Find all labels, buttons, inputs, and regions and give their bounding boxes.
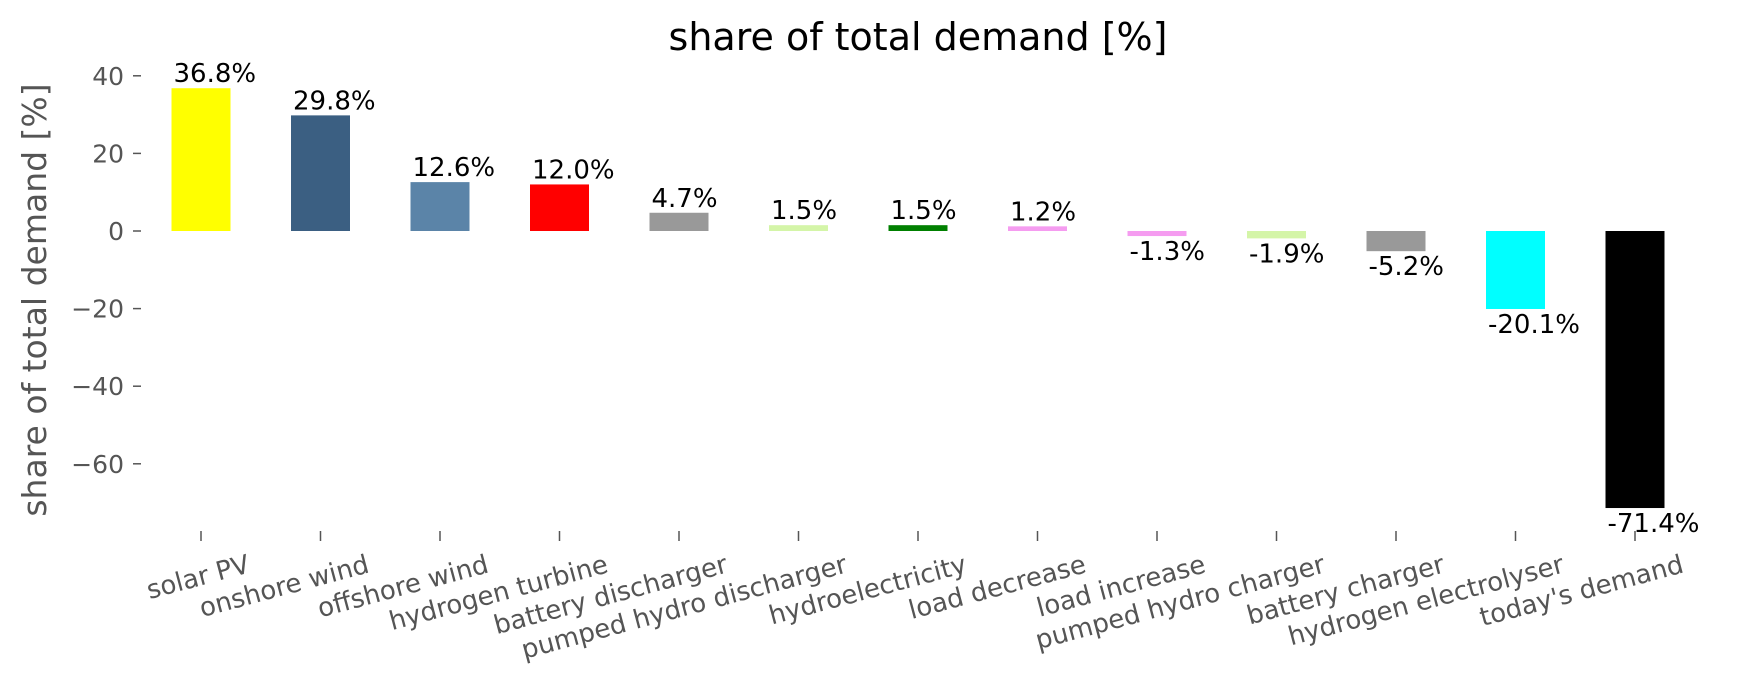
y-tick-label: 40	[92, 62, 124, 91]
data-labels-group: 36.8% 29.8% 12.6% 12.0% 4.7% 1.5% 1.5% 1.2% -1.3…	[174, 59, 1700, 539]
y-tick-label: −40	[71, 372, 124, 401]
bar-today-s-demand	[1605, 231, 1665, 509]
data-label: -1.3%	[1130, 237, 1205, 267]
y-tick-label: 0	[108, 217, 124, 246]
data-label: 12.6%	[413, 153, 496, 183]
data-label: 1.5%	[891, 196, 957, 226]
data-label: -71.4%	[1608, 509, 1700, 539]
bar-battery-discharger	[649, 212, 709, 231]
bar-onshore-wind	[291, 115, 350, 231]
bar-solar-pv	[171, 88, 231, 231]
bar-hydroelectricity	[888, 225, 948, 231]
bar-load-increase	[1127, 231, 1187, 237]
data-label: -20.1%	[1488, 310, 1580, 340]
data-label: 12.0%	[532, 155, 615, 185]
data-label: 4.7%	[652, 184, 718, 214]
data-label: -5.2%	[1369, 252, 1444, 282]
bar-hydrogen-electrolyser	[1486, 231, 1545, 309]
bar-battery-charger	[1366, 231, 1426, 252]
data-label: 1.2%	[1010, 197, 1076, 227]
bars-group	[171, 88, 1665, 509]
bar-pumped-hydro-discharger	[769, 225, 828, 231]
data-label: -1.9%	[1249, 239, 1324, 269]
bar-hydrogen-turbine	[530, 184, 589, 231]
bar-load-decrease	[1008, 226, 1067, 231]
data-label: 36.8%	[174, 59, 257, 89]
data-label: 1.5%	[771, 196, 837, 226]
y-axis: 40 20 0 −20 −40 −60	[71, 62, 141, 479]
bar-offshore-wind	[410, 182, 470, 231]
y-axis-label: share of total demand [%]	[15, 83, 54, 516]
y-tick-label: −20	[71, 295, 124, 324]
chart-title: share of total demand [%]	[669, 15, 1168, 59]
y-tick-label: −60	[71, 450, 124, 479]
data-label: 29.8%	[293, 86, 376, 116]
y-tick-label: 20	[92, 139, 124, 168]
bar-pumped-hydro-charger	[1247, 231, 1306, 239]
